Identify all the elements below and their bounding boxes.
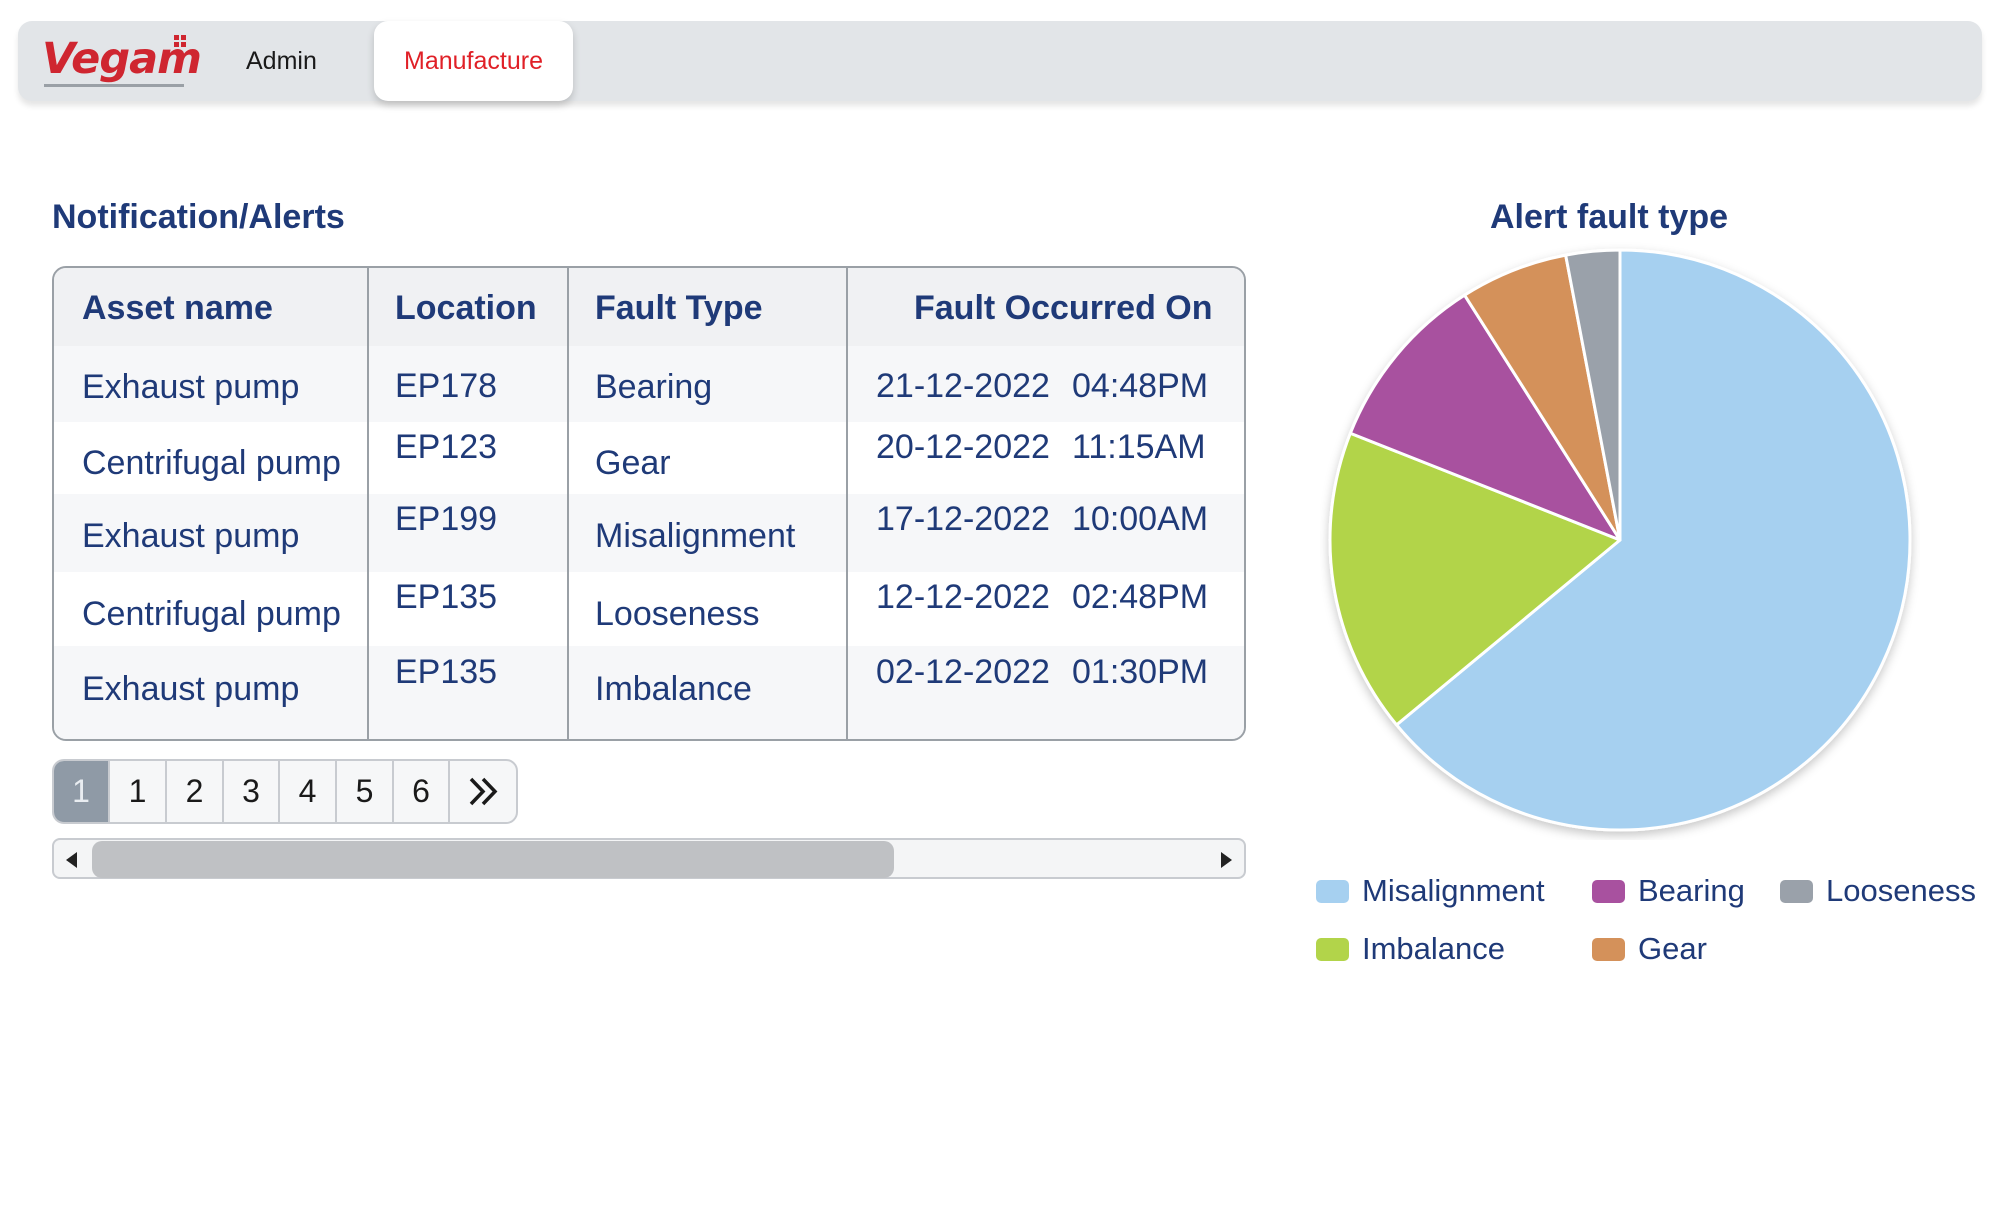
legend-swatch xyxy=(1780,880,1813,903)
page-button-5[interactable]: 5 xyxy=(337,761,394,822)
cell-fault-time: 10:00AM xyxy=(1072,500,1209,538)
table-row[interactable]: Exhaust pump EP199 Misalignment 17-12-20… xyxy=(54,494,1244,572)
cell-location: EP178 xyxy=(395,367,498,405)
cell-location: EP123 xyxy=(395,428,498,466)
column-header-fault-occurred-on[interactable]: Fault Occurred On xyxy=(914,289,1213,327)
cell-asset-name: Exhaust pump xyxy=(82,368,300,406)
legend-label: Imbalance xyxy=(1362,931,1506,966)
table-row[interactable]: Exhaust pump EP135 Imbalance 02-12-2022 … xyxy=(54,646,1244,739)
cell-fault-type: Gear xyxy=(595,444,671,482)
legend-label: Bearing xyxy=(1638,873,1745,908)
column-header-fault-type[interactable]: Fault Type xyxy=(595,289,763,327)
table-row[interactable]: Exhaust pump EP178 Bearing 21-12-2022 04… xyxy=(54,346,1244,422)
cell-fault-date: 20-12-2022 xyxy=(876,428,1050,466)
legend-label: Gear xyxy=(1638,931,1707,966)
cell-fault-date: 21-12-2022 xyxy=(876,367,1050,405)
next-pages-button[interactable] xyxy=(450,761,516,822)
page-button-1[interactable]: 1 xyxy=(110,761,167,822)
page-button-3[interactable]: 3 xyxy=(224,761,280,822)
alerts-table: Asset name Location Fault Type Fault Occ… xyxy=(52,266,1246,741)
column-divider xyxy=(367,268,369,739)
nav-tab-manufacture[interactable]: Manufacture xyxy=(374,21,573,101)
cell-asset-name: Exhaust pump xyxy=(82,517,300,555)
horizontal-scrollbar[interactable] xyxy=(52,838,1246,879)
cell-fault-type: Misalignment xyxy=(595,517,796,555)
cell-asset-name: Centrifugal pump xyxy=(82,595,341,633)
cell-fault-type: Bearing xyxy=(595,368,713,406)
column-header-asset-name[interactable]: Asset name xyxy=(82,289,273,327)
pie-legend: Misalignment Bearing Looseness Imbalance… xyxy=(1312,870,1992,1000)
scrollbar-thumb[interactable] xyxy=(92,841,894,878)
cell-fault-type: Looseness xyxy=(595,595,760,633)
column-header-location[interactable]: Location xyxy=(395,289,537,327)
cell-fault-date: 12-12-2022 xyxy=(876,578,1050,616)
cell-location: EP199 xyxy=(395,500,498,538)
cell-asset-name: Exhaust pump xyxy=(82,670,300,708)
scroll-right-arrow-icon[interactable] xyxy=(1214,849,1236,871)
cell-asset-name: Centrifugal pump xyxy=(82,444,341,482)
cell-fault-date: 17-12-2022 xyxy=(876,500,1050,538)
cell-fault-time: 11:15AM xyxy=(1072,428,1206,466)
column-divider xyxy=(846,268,848,739)
legend-swatch xyxy=(1316,880,1349,903)
legend-swatch xyxy=(1316,938,1349,961)
cell-fault-date: 02-12-2022 xyxy=(876,653,1050,691)
scroll-left-arrow-icon[interactable] xyxy=(62,849,84,871)
legend-swatch xyxy=(1592,880,1625,903)
table-row[interactable]: Centrifugal pump EP135 Looseness 12-12-2… xyxy=(54,572,1244,646)
alerts-title: Notification/Alerts xyxy=(52,198,345,236)
alert-fault-type-pie-chart xyxy=(1320,240,1920,840)
vegam-logo[interactable]: Vegam xyxy=(42,31,202,93)
cell-fault-time: 02:48PM xyxy=(1072,578,1209,616)
pagination: 1 1 2 3 4 5 6 xyxy=(52,759,518,824)
pie-chart-svg xyxy=(1328,248,1912,832)
page-button-6[interactable]: 6 xyxy=(394,761,450,822)
cell-location: EP135 xyxy=(395,653,498,691)
legend-swatch xyxy=(1592,938,1625,961)
cell-fault-time: 04:48PM xyxy=(1072,367,1209,405)
pie-slice-misalignment[interactable] xyxy=(1395,248,1912,832)
pie-chart-title: Alert fault type xyxy=(1489,198,1729,236)
page-current-button[interactable]: 1 xyxy=(54,761,110,822)
cell-fault-time: 01:30PM xyxy=(1072,653,1209,691)
table-header-row: Asset name Location Fault Type Fault Occ… xyxy=(54,268,1244,346)
cell-location: EP135 xyxy=(395,578,498,616)
nav-tab-admin[interactable]: Admin xyxy=(246,47,317,75)
pie-slice-looseness[interactable] xyxy=(1564,248,1622,542)
page-button-4[interactable]: 4 xyxy=(280,761,337,822)
logo-underline xyxy=(44,84,184,87)
page-button-2[interactable]: 2 xyxy=(167,761,224,822)
column-divider xyxy=(567,268,569,739)
table-row[interactable]: Centrifugal pump EP123 Gear 20-12-2022 1… xyxy=(54,422,1244,494)
pie-slice-bearing[interactable] xyxy=(1348,293,1622,542)
top-navigation-bar: Vegam Admin Manufacture xyxy=(18,21,1982,101)
logo-text: Vegam xyxy=(42,34,202,84)
legend-label: Looseness xyxy=(1826,873,1976,908)
double-chevron-right-icon xyxy=(469,777,498,806)
cell-fault-type: Imbalance xyxy=(595,670,752,708)
legend-label: Misalignment xyxy=(1362,873,1545,908)
pie-slice-imbalance[interactable] xyxy=(1328,431,1622,727)
